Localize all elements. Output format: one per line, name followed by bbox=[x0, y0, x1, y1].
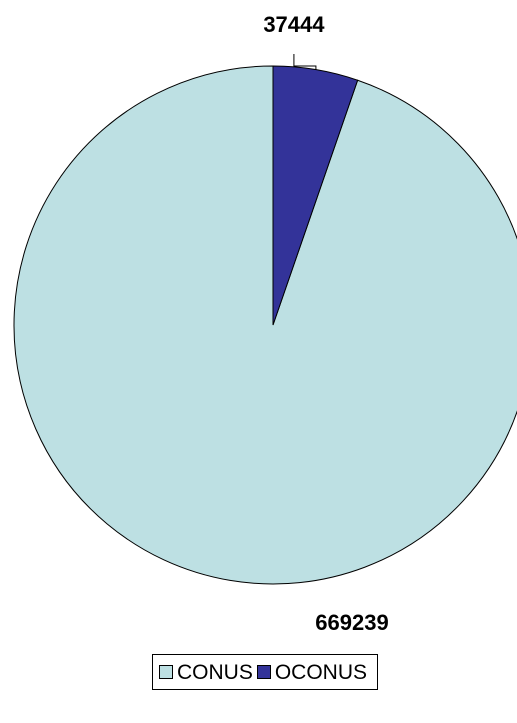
legend-label-oconus: OCONUS bbox=[274, 660, 368, 684]
legend-label-conus: CONUS bbox=[177, 660, 253, 684]
legend-swatch-conus bbox=[159, 665, 173, 679]
pie-data-labels: 669239 37444 bbox=[263, 12, 388, 635]
legend-swatch-oconus bbox=[256, 665, 271, 679]
legend-item-conus: CONUS bbox=[159, 662, 253, 683]
legend: CONUS OCONUS bbox=[152, 654, 379, 690]
pie-slices bbox=[13, 65, 517, 585]
data-label-oconus: 37444 bbox=[263, 12, 325, 37]
leader-line-oconus bbox=[293, 54, 317, 70]
pie-slice-oconus bbox=[272, 65, 359, 326]
data-label-conus: 669239 bbox=[315, 610, 388, 635]
pie-slice-conus bbox=[13, 65, 517, 585]
legend-item-oconus: OCONUS bbox=[256, 660, 368, 684]
